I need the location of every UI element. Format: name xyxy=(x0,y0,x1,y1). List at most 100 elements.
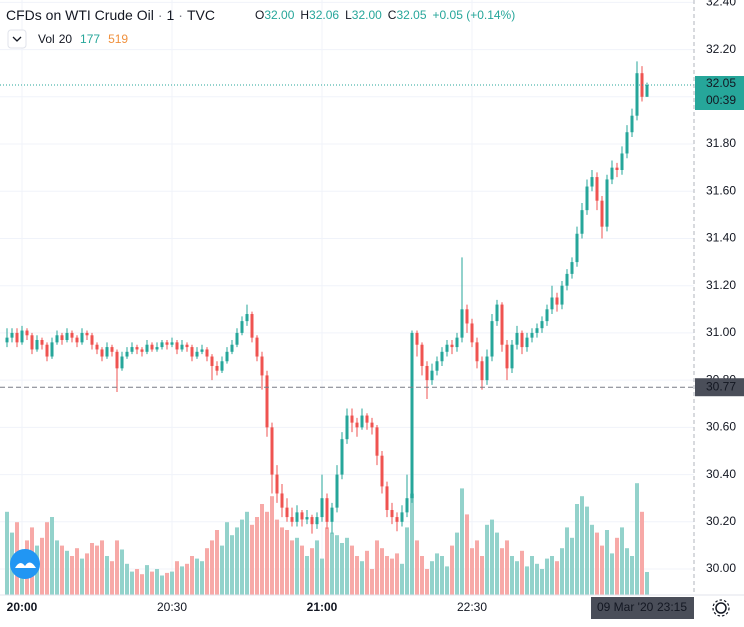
volume-bar xyxy=(385,556,389,595)
volume-bar xyxy=(360,561,364,595)
ohlc-key: L xyxy=(345,8,352,22)
volume-bar xyxy=(5,511,9,595)
volume-bar xyxy=(400,563,404,595)
change: +0.05 (+0.14%) xyxy=(433,8,516,22)
volume-bar xyxy=(405,527,409,595)
volume-bar xyxy=(95,545,99,595)
volume-bar xyxy=(310,548,314,595)
candle-body xyxy=(560,285,564,305)
vol-name: Vol xyxy=(38,32,55,46)
candle-body xyxy=(65,332,69,340)
volume-bar xyxy=(625,548,629,595)
volume-bar xyxy=(425,569,429,595)
volume-bar xyxy=(615,537,619,595)
y-tick-label: 32.40 xyxy=(706,0,736,9)
volume-bar xyxy=(55,540,59,595)
volume-bar xyxy=(200,561,204,595)
candle-body xyxy=(505,344,509,369)
sep: · xyxy=(158,7,163,23)
candle-body xyxy=(75,337,79,343)
candle-body xyxy=(370,422,374,428)
candle-body xyxy=(185,344,189,348)
volume-bar xyxy=(210,540,214,595)
candle-body xyxy=(400,512,404,522)
candle-body xyxy=(595,177,599,201)
candle-body xyxy=(460,309,464,338)
candle-body xyxy=(130,347,134,352)
candle-body xyxy=(430,370,434,381)
cursor-time-box xyxy=(591,597,694,619)
candle-body xyxy=(360,415,364,428)
candle-body xyxy=(285,507,289,518)
candle-body xyxy=(140,349,144,352)
ohlc-key: O xyxy=(255,8,264,22)
candle-body xyxy=(225,351,229,362)
candle-body xyxy=(30,335,34,350)
volume-bar xyxy=(645,571,649,595)
candle-body xyxy=(160,342,164,348)
header: CFDs on WTI Crude Oil · 1 · TVC xyxy=(6,7,215,23)
candle-body xyxy=(320,498,324,518)
candle-body xyxy=(475,342,479,362)
volume-bar xyxy=(620,527,624,595)
candle-body xyxy=(465,309,469,324)
candle-body xyxy=(20,330,24,343)
candle-body xyxy=(390,510,394,518)
volume-bar xyxy=(420,556,424,595)
x-tick-label: 21:00 xyxy=(307,600,338,614)
x-tick-label: 22:30 xyxy=(457,600,487,614)
candle-body xyxy=(510,344,514,369)
volume-bar xyxy=(180,566,184,595)
candle-body xyxy=(5,337,9,343)
candle-body xyxy=(245,314,249,322)
candle-body xyxy=(600,200,604,227)
y-tick-label: 30.20 xyxy=(706,514,736,528)
volume-bar xyxy=(45,522,49,595)
candle-body xyxy=(535,328,539,333)
volume-bar xyxy=(190,556,194,595)
volume-bar xyxy=(530,556,534,595)
logo xyxy=(10,549,40,579)
candle-body xyxy=(275,474,279,494)
last-price-label: 32.05 xyxy=(706,76,736,90)
candle-body xyxy=(155,347,159,350)
volume-bar xyxy=(280,527,284,595)
candle-body xyxy=(380,455,384,487)
candle-body xyxy=(435,361,439,371)
candle-body xyxy=(90,335,94,345)
volume-bar xyxy=(255,517,259,595)
reference-box xyxy=(695,378,744,397)
candle-body xyxy=(310,517,314,525)
volume-bar xyxy=(595,532,599,595)
collapse-button[interactable] xyxy=(7,29,27,49)
candle-body xyxy=(260,356,264,376)
candle-body xyxy=(520,332,524,348)
ohlc-value: 32.00 xyxy=(352,8,382,22)
y-tick-label: 30.40 xyxy=(706,467,736,481)
settings-button[interactable] xyxy=(712,599,730,617)
volume-bar xyxy=(245,511,249,595)
sep: · xyxy=(178,7,183,23)
chevron-icon xyxy=(12,36,22,42)
volume-bar xyxy=(510,556,514,595)
candle-body xyxy=(425,365,429,381)
volume-bar xyxy=(225,522,229,595)
candle-body xyxy=(575,233,579,263)
volume-bar xyxy=(295,537,299,595)
volume-bar xyxy=(375,540,379,595)
candle-body xyxy=(545,309,549,322)
y-tick-label: 31.40 xyxy=(706,231,736,245)
candle-body xyxy=(180,344,184,350)
candle-body xyxy=(365,415,369,423)
candle-body xyxy=(105,347,109,357)
candle-body xyxy=(70,332,74,338)
candle-body xyxy=(555,297,559,305)
volume-bar xyxy=(495,532,499,595)
volume-bar xyxy=(515,561,519,595)
candle-body xyxy=(395,517,399,522)
candle-body xyxy=(325,498,329,522)
candle-body xyxy=(270,427,274,475)
candle-body xyxy=(550,297,554,310)
candle-body xyxy=(375,427,379,456)
volume-bar xyxy=(205,548,209,595)
